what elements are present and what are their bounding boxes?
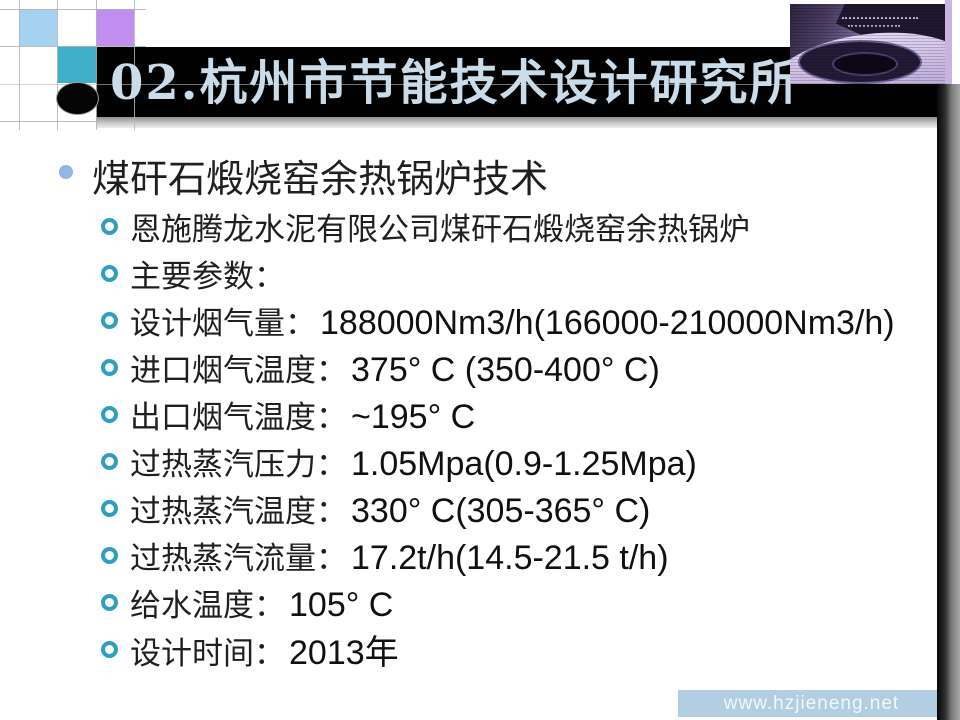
item-label: 进口烟气温度： bbox=[130, 353, 347, 389]
item-label: 主要参数： bbox=[130, 259, 285, 295]
list-item: 恩施腾龙水泥有限公司煤矸石煅烧窑余热锅炉 bbox=[0, 203, 930, 250]
list-item: 进口烟气温度： 375° C (350-400° C) bbox=[0, 344, 930, 391]
slide-title: 02.杭州市节能技术设计研究所 bbox=[110, 55, 800, 111]
grid-line bbox=[0, 121, 96, 122]
list-item: 出口烟气温度： ~195° C bbox=[0, 391, 930, 438]
item-label: 给水温度： bbox=[130, 588, 285, 624]
item-label: 出口烟气温度： bbox=[130, 400, 347, 436]
photo-dot-row bbox=[848, 25, 900, 27]
ring-bullet-icon bbox=[101, 547, 118, 564]
heading-line: 煤矸石煅烧窑余热锅炉技术 bbox=[0, 148, 900, 201]
item-label: 过热蒸汽流量： bbox=[130, 541, 347, 577]
dot-bullet-icon bbox=[59, 165, 73, 179]
grid-line bbox=[0, 46, 146, 47]
item-value: 17.2t/h(14.5-21.5 t/h) bbox=[351, 539, 669, 577]
item-value: 1.05Mpa(0.9-1.25Mpa) bbox=[351, 445, 697, 483]
decor-square-blue bbox=[19, 9, 57, 46]
item-value: 375° C (350-400° C) bbox=[351, 351, 660, 389]
list-item: 设计时间： 2013年 bbox=[0, 626, 930, 673]
grid-line bbox=[134, 0, 135, 130]
list-item: 主要参数： bbox=[0, 250, 930, 297]
list-item: 设计烟气量： 188000Nm3/h(166000-210000Nm3/h) bbox=[0, 297, 930, 344]
list-item: 过热蒸汽流量： 17.2t/h(14.5-21.5 t/h) bbox=[0, 532, 930, 579]
grid-line bbox=[0, 84, 790, 85]
grid-line bbox=[0, 9, 146, 10]
grid-line bbox=[19, 0, 20, 130]
list-item: 过热蒸汽温度： 330° C(305-365° C) bbox=[0, 485, 930, 532]
footer-url-bar: www.hzjieneng.net bbox=[678, 690, 945, 717]
grid-line bbox=[57, 0, 58, 130]
decor-square-teal bbox=[57, 46, 96, 83]
page-edge-shadow bbox=[937, 84, 960, 720]
ring-bullet-icon bbox=[101, 265, 118, 282]
list-item: 过热蒸汽压力： 1.05Mpa(0.9-1.25Mpa) bbox=[0, 438, 930, 485]
section-heading: 煤矸石煅烧窑余热锅炉技术 bbox=[92, 157, 549, 201]
title-banner-shadow bbox=[96, 117, 960, 128]
item-label: 设计时间： bbox=[130, 636, 285, 672]
item-value: 188000Nm3/h(166000-210000Nm3/h) bbox=[320, 304, 895, 342]
item-label: 过热蒸汽温度： bbox=[130, 494, 347, 530]
item-label: 恩施腾龙水泥有限公司煤矸石煅烧窑余热锅炉 bbox=[130, 212, 750, 248]
item-label: 过热蒸汽压力： bbox=[130, 447, 347, 483]
decor-square-purple bbox=[96, 9, 134, 46]
item-value: 330° C(305-365° C) bbox=[351, 492, 651, 530]
list-item: 给水温度： 105° C bbox=[0, 579, 930, 626]
ring-bullet-icon bbox=[101, 218, 118, 235]
parameter-list: 恩施腾龙水泥有限公司煤矸石煅烧窑余热锅炉 主要参数： 设计烟气量： 188000N… bbox=[0, 203, 930, 673]
grid-line bbox=[96, 0, 97, 130]
photo-edge-strip bbox=[945, 0, 952, 84]
device-photo bbox=[790, 4, 945, 84]
item-value: ~195° C bbox=[351, 398, 476, 436]
ring-bullet-icon bbox=[101, 312, 118, 329]
item-value: 105° C bbox=[289, 586, 394, 624]
item-label: 设计烟气量： bbox=[130, 306, 316, 342]
ring-bullet-icon bbox=[101, 359, 118, 376]
decor-circle-black bbox=[56, 82, 99, 115]
item-value: 2013年 bbox=[289, 634, 399, 672]
ring-bullet-icon bbox=[101, 500, 118, 517]
ring-bullet-icon bbox=[101, 406, 118, 423]
ring-bullet-icon bbox=[101, 641, 118, 658]
photo-scanlines bbox=[790, 4, 945, 84]
photo-disc-inner bbox=[832, 52, 898, 76]
photo-dot-row bbox=[842, 17, 918, 19]
ring-bullet-icon bbox=[101, 453, 118, 470]
ring-bullet-icon bbox=[101, 594, 118, 611]
